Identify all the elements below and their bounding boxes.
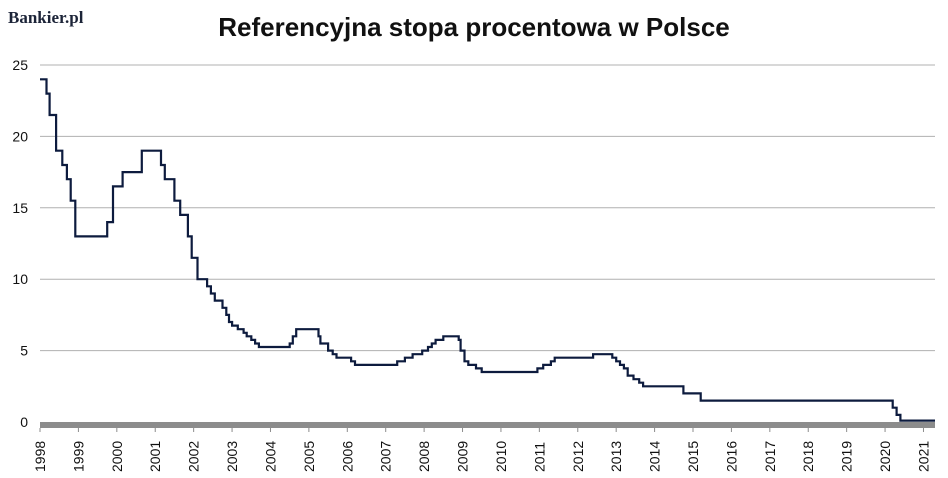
series-layer	[40, 78, 935, 422]
y-tick-label: 25	[12, 57, 28, 73]
x-tick-label: 2017	[762, 441, 778, 472]
x-tick-label: 2010	[493, 441, 509, 472]
x-tick-label: 2007	[378, 441, 394, 472]
y-tick-label: 15	[12, 200, 28, 216]
x-tick-label: 2006	[339, 441, 355, 472]
x-tick-label: 2004	[262, 441, 278, 472]
x-tick-label: 2011	[531, 442, 547, 472]
x-tick-label: 2018	[800, 441, 816, 472]
x-tick-label: 2020	[877, 441, 893, 472]
x-tick-label: 2005	[301, 441, 317, 472]
x-tick-label: 2002	[186, 441, 202, 472]
y-tick-label: 0	[20, 414, 28, 430]
bankier-logo: Bankier.pl	[8, 8, 84, 27]
x-tick-label: 2009	[455, 441, 471, 472]
x-tick-label: 2014	[647, 441, 663, 472]
x-tick-label: 2012	[570, 441, 586, 472]
y-tick-label: 5	[20, 343, 28, 359]
x-tick-label: 2001	[147, 441, 163, 472]
x-tick-label: 2003	[224, 441, 240, 472]
x-tick-label: 2021	[915, 441, 931, 472]
x-tick-label: 2016	[723, 441, 739, 472]
x-tick-label: 2000	[109, 441, 125, 472]
x-tick-label: 2015	[685, 441, 701, 472]
x-tick-label: 2013	[608, 441, 624, 472]
x-tick-label: 1999	[70, 441, 86, 472]
y-tick-label: 10	[12, 271, 28, 287]
series-line-0	[40, 78, 935, 422]
x-tick-label: 1998	[32, 441, 48, 472]
y-axis-ticks: 0 5 10 15 20 25	[12, 57, 28, 430]
grid-lines	[40, 64, 935, 428]
chart-title: Referencyjna stopa procentowa w Polsce	[218, 12, 730, 42]
x-tick-label: 2019	[839, 441, 855, 472]
y-tick-label: 20	[12, 128, 28, 144]
x-tick-label: 2008	[416, 441, 432, 472]
x-axis-ticks: 1998 1999 2000 2001 2002 2003 2004 2005 2006 2007…	[32, 428, 931, 472]
